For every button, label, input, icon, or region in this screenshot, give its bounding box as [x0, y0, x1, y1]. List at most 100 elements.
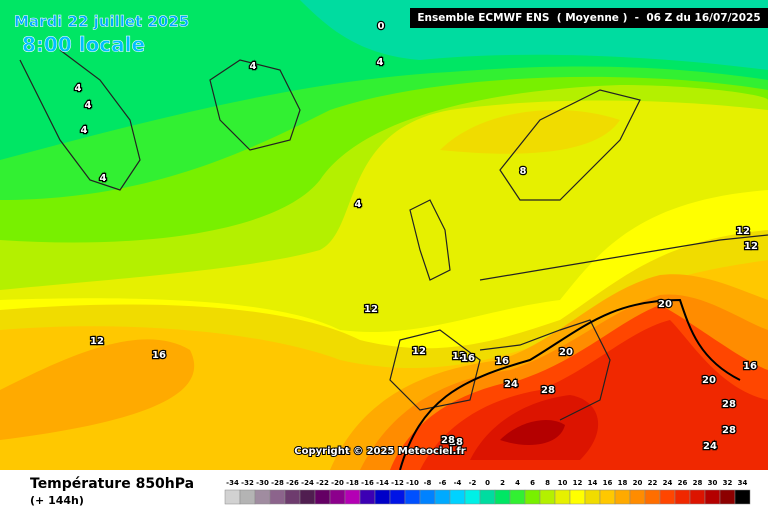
scale-swatch	[224, 489, 241, 505]
scale-label: 32	[723, 479, 733, 487]
scale-label: -34	[226, 479, 239, 487]
contour-label: 12	[744, 241, 758, 252]
scale-swatch	[599, 489, 616, 505]
contour-label: 20	[559, 347, 573, 358]
color-scale: -34 -32 -30 -28 -26 -24 -22 -20 -18 -16 -14 -12 -10-…	[224, 479, 751, 505]
contour-label: 12	[412, 346, 426, 357]
scale-label: 30	[708, 479, 718, 487]
map	[0, 0, 768, 471]
scale-swatch	[584, 489, 601, 505]
scale-swatch	[299, 489, 316, 505]
scale-swatch	[479, 489, 496, 505]
scale-swatch	[389, 489, 406, 505]
scale-label: -14	[376, 479, 389, 487]
scale-label: 22	[648, 479, 658, 487]
scale-label: 8	[545, 479, 550, 487]
scale-label: -22	[316, 479, 329, 487]
scale-swatch	[644, 489, 661, 505]
scale-label: 24	[663, 479, 673, 487]
scale-swatch	[524, 489, 541, 505]
contour-label: 4	[75, 83, 82, 94]
scale-swatch	[659, 489, 676, 505]
scale-swatch	[554, 489, 571, 505]
scale-swatch	[704, 489, 721, 505]
scale-label: -18	[346, 479, 359, 487]
forecast-hour: (+ 144h)	[30, 494, 84, 507]
scale-label: 4	[515, 479, 520, 487]
contour-label: 20	[702, 375, 716, 386]
scale-swatch	[509, 489, 526, 505]
scale-swatch	[734, 489, 751, 505]
scale-label: 28	[693, 479, 703, 487]
contour-label: 12	[90, 336, 104, 347]
scale-swatch	[674, 489, 691, 505]
scale-swatch	[269, 489, 286, 505]
run-info: Ensemble ECMWF ENS ( Moyenne ) - 06 Z du…	[417, 12, 760, 24]
scale-swatch	[404, 489, 421, 505]
scale-label: 26	[678, 479, 688, 487]
scale-label: -32	[241, 479, 254, 487]
scale-label: 20	[633, 479, 643, 487]
scale-label: 0	[485, 479, 490, 487]
scale-swatch	[254, 489, 271, 505]
scale-swatch	[344, 489, 361, 505]
scale-label: -10	[406, 479, 419, 487]
scale-label: 2	[500, 479, 505, 487]
contour-label: 20	[658, 299, 672, 310]
scale-label: -20	[331, 479, 344, 487]
scale-swatch	[239, 489, 256, 505]
copyright: Copyright © 2025 Meteociel.fr	[294, 446, 465, 457]
contour-label: 16	[461, 353, 475, 364]
contour-label: 4	[85, 100, 92, 111]
scale-label: -12	[391, 479, 404, 487]
scale-label: -28	[271, 479, 284, 487]
scale-label: 10	[558, 479, 568, 487]
date: Mardi 22 juillet 2025	[14, 13, 189, 31]
contour-label: 28	[449, 437, 463, 448]
contour-label: 28	[722, 399, 736, 410]
scale-swatch	[719, 489, 736, 505]
contour-label: 4	[355, 199, 362, 210]
scale-label: -2	[469, 479, 477, 487]
scale-swatch	[629, 489, 646, 505]
scale-swatch	[284, 489, 301, 505]
contour-label: 4	[250, 61, 257, 72]
scale-swatch	[464, 489, 481, 505]
contour-label: 12	[364, 304, 378, 315]
scale-swatch	[569, 489, 586, 505]
run-info-box	[410, 8, 768, 28]
contour-label: 16	[495, 356, 509, 367]
contour-label: 24	[504, 379, 518, 390]
scale-label: 16	[603, 479, 613, 487]
footer-title: Température 850hPa	[30, 476, 194, 492]
scale-label: -24	[301, 479, 314, 487]
scale-label: 6	[530, 479, 535, 487]
local-time: 8:00 locale	[22, 33, 145, 57]
scale-swatch	[329, 489, 346, 505]
contour-label: 4	[377, 57, 384, 68]
scale-label: 12	[573, 479, 583, 487]
contour-label: 24	[703, 441, 717, 452]
contour-label: 28	[722, 425, 736, 436]
contour-label: 4	[100, 173, 107, 184]
scale-swatch	[374, 489, 391, 505]
contour-label: 16	[743, 361, 757, 372]
scale-label: 14	[588, 479, 598, 487]
scale-label: 18	[618, 479, 628, 487]
scale-swatch	[539, 489, 556, 505]
scale-swatch	[419, 489, 436, 505]
contour-label: 16	[152, 350, 166, 361]
scale-label: -30	[256, 479, 269, 487]
contour-label: 0	[378, 21, 385, 32]
scale-label: -26	[286, 479, 299, 487]
scale-label: 34	[738, 479, 748, 487]
scale-label: -6	[439, 479, 447, 487]
contour-label: 28	[441, 435, 455, 446]
scale-swatch	[449, 489, 466, 505]
contour-label: 12	[736, 226, 750, 237]
contour-label: 12	[452, 351, 466, 362]
scale-label: -16	[361, 479, 374, 487]
contour-label: 4	[81, 125, 88, 136]
